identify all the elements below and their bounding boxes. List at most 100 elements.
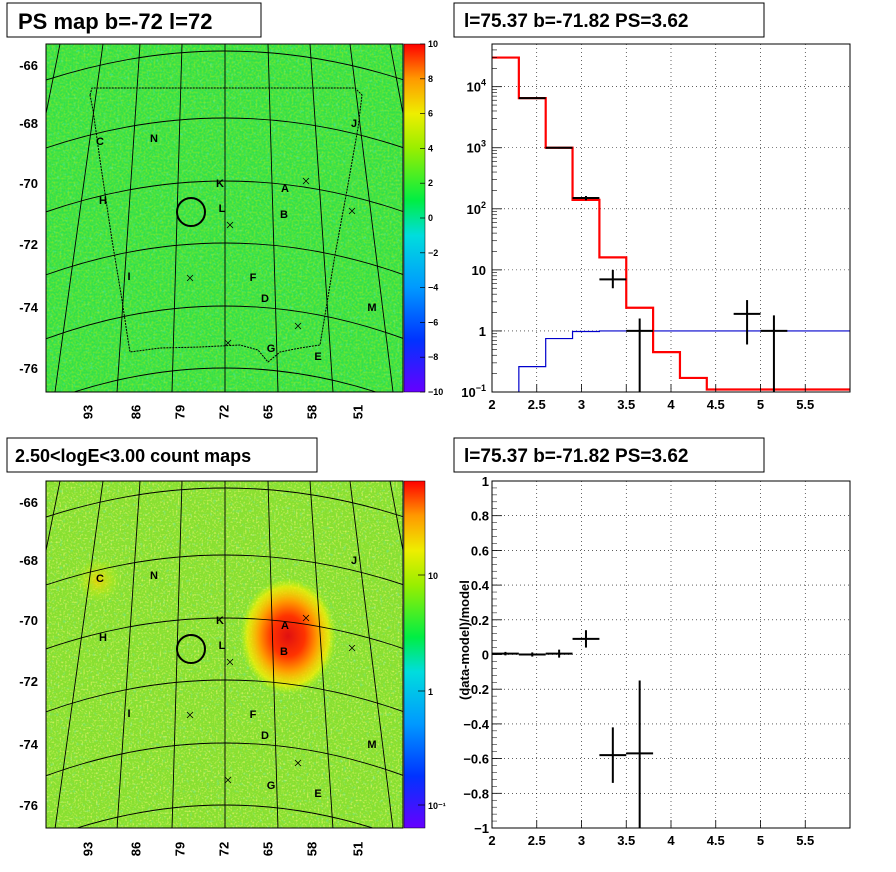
colorbar-tick-label: 2: [428, 178, 433, 188]
source-label: I: [127, 708, 130, 720]
residual-x-tick-label: 2.5: [528, 833, 546, 848]
spectrum-x-tick-label: 5.5: [796, 397, 814, 412]
source-label: J: [351, 555, 357, 567]
residual-y-tick-label: 0.4: [471, 578, 490, 593]
source-label: M: [367, 302, 376, 314]
residual-x-tick-label: 5: [757, 833, 764, 848]
source-cross-marker: [302, 614, 310, 622]
spectrum-data-point: [518, 97, 546, 100]
map-x-tick-label: 58: [304, 405, 319, 419]
source-label: J: [351, 118, 357, 130]
map-x-tick-label: 51: [350, 405, 365, 419]
ps-colorbar: [404, 44, 425, 392]
colorbar-tick-label: −10: [428, 387, 443, 397]
spectrum-y-tick-label: 104: [467, 78, 486, 95]
map-y-tick-label: -66: [19, 495, 38, 510]
colorbar-tick-label: 1: [428, 687, 433, 697]
spectrum-y-tick-label: 103: [467, 139, 486, 156]
source-label: F: [250, 272, 257, 284]
count-map-target-circle: [176, 634, 206, 664]
spectrum-x-tick-label: 2.5: [528, 397, 546, 412]
source-label: I: [127, 271, 130, 283]
residual-panel: l=75.37 b=-71.82 PS=3.62 2 2.5 3 3.5 4 4.5 5 5.…: [453, 437, 851, 848]
ps-map-title-box: [6, 2, 262, 38]
count-colorbar: [404, 481, 425, 828]
map-x-tick-label: 79: [172, 842, 187, 856]
source-label: E: [314, 788, 321, 800]
map-x-tick-label: 72: [216, 405, 231, 419]
colorbar-tick-label: 4: [428, 143, 433, 153]
colorbar-tick-label: 10⁻¹: [428, 801, 446, 811]
spectrum-x-tick-label: 3: [578, 397, 585, 412]
spectrum-data-point: [572, 196, 600, 201]
source-label: N: [150, 133, 158, 145]
map-y-tick-label: -74: [19, 737, 39, 752]
map-x-tick-label: 93: [80, 405, 95, 419]
source-cross-marker: [226, 658, 234, 666]
residual-y-tick-label: 0.8: [471, 509, 489, 524]
colorbar-tick-label: −8: [428, 352, 438, 362]
map-y-tick-label: -70: [19, 176, 38, 191]
source-label: E: [314, 351, 321, 363]
source-label: L: [219, 640, 226, 652]
source-label: G: [267, 780, 276, 792]
source-label: L: [219, 203, 226, 215]
residual-data-point: [492, 651, 519, 656]
source-cross-marker: [348, 644, 356, 652]
spectrum-data-point: [545, 146, 573, 149]
spectrum-y-tick-label: 10: [472, 263, 486, 278]
colorbar-tick-label: −6: [428, 317, 438, 327]
residual-data-point: [599, 727, 627, 783]
map-y-tick-label: -72: [19, 237, 38, 252]
map-y-tick-label: -68: [19, 553, 38, 568]
spectrum-data-point: [599, 269, 627, 289]
count-map-hotspot: [240, 578, 336, 694]
spectrum-title: l=75.37 b=-71.82 PS=3.62: [464, 11, 688, 32]
residual-x-tick-label: 3.5: [617, 833, 635, 848]
residual-y-tick-label: −0.8: [463, 786, 489, 801]
map-y-tick-label: -72: [19, 674, 38, 689]
source-label: G: [267, 343, 276, 355]
spectrum-y-tick-label: 1: [479, 324, 486, 339]
source-label: M: [367, 739, 376, 751]
residual-y-tick-label: −0.6: [463, 752, 489, 767]
count-map-source-labels: A B C D E F G H I J K L M N: [96, 555, 377, 800]
spectrum-title-box: [453, 2, 765, 38]
spectrum-y-tick-label: 102: [467, 200, 486, 217]
residual-x-tick-label: 3: [578, 833, 585, 848]
count-map-coordinate-grid: [46, 481, 403, 828]
source-label: K: [216, 615, 224, 627]
residual-x-tick-label: 5.5: [796, 833, 814, 848]
residual-y-tick-label: 0.6: [471, 543, 489, 558]
spectrum-x-tick-label: 3.5: [617, 397, 635, 412]
source-cross-marker: [186, 711, 194, 719]
ps-map-y-ticks: -66 -68 -70 -72 -74 -76: [19, 58, 39, 376]
residual-data-point: [626, 680, 654, 828]
source-label: C: [96, 136, 104, 148]
residual-y-tick-label: −0.4: [463, 717, 489, 732]
residual-x-tick-label: 2: [488, 833, 495, 848]
residual-y-label: (data-model)/model: [457, 580, 472, 700]
map-y-tick-label: -66: [19, 58, 38, 73]
map-x-tick-label: 93: [80, 842, 95, 856]
map-y-tick-label: -74: [19, 300, 39, 315]
ps-map-coordinate-grid: [46, 44, 403, 392]
count-colorbar-ticks: 10 1 10⁻¹: [418, 571, 446, 811]
colorbar-tick-label: 0: [428, 213, 433, 223]
count-map-panel: 2.50<logE<3.00 count maps A B C D E F G H I J K L M N…: [6, 437, 446, 856]
residual-x-tick-label: 4: [667, 833, 675, 848]
source-label: H: [99, 632, 107, 644]
residual-title-box: [453, 437, 765, 473]
ps-map-target-circle: [176, 197, 206, 227]
source-cross-marker: [294, 322, 302, 330]
source-label: B: [280, 646, 288, 658]
map-y-tick-label: -76: [19, 361, 38, 376]
colorbar-tick-label: 8: [428, 74, 433, 84]
residual-data-point: [545, 649, 573, 658]
ps-map-title: PS map b=-72 l=72: [18, 9, 212, 34]
source-cross-marker: [294, 759, 302, 767]
source-label: H: [99, 195, 107, 207]
map-x-tick-label: 72: [216, 842, 231, 856]
count-map-title: 2.50<logE<3.00 count maps: [15, 446, 251, 466]
